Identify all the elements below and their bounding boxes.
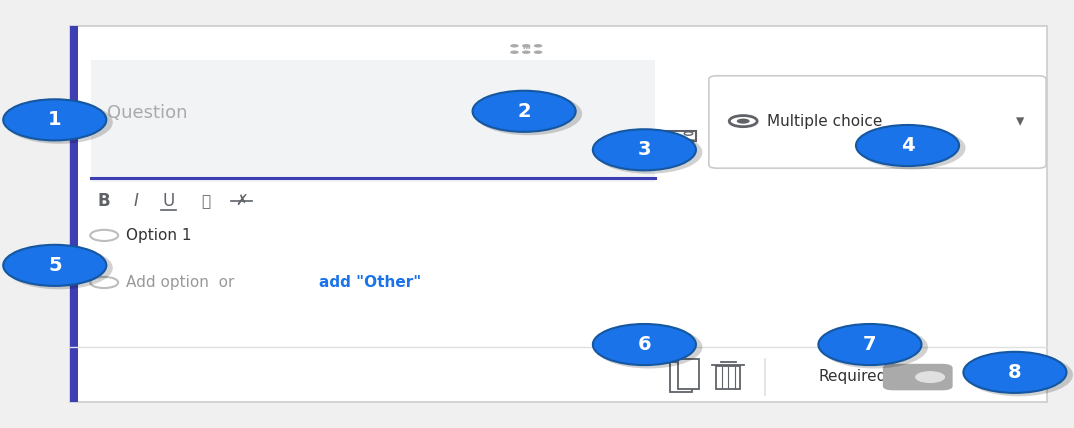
Text: ⛓: ⛓ xyxy=(202,193,211,209)
FancyBboxPatch shape xyxy=(883,364,953,390)
FancyBboxPatch shape xyxy=(670,362,692,392)
Circle shape xyxy=(90,277,118,288)
Text: U: U xyxy=(162,192,175,210)
Circle shape xyxy=(522,51,531,54)
Circle shape xyxy=(510,44,519,48)
Text: 5: 5 xyxy=(48,256,61,275)
FancyBboxPatch shape xyxy=(678,359,699,389)
Text: 3: 3 xyxy=(638,140,651,159)
Circle shape xyxy=(1005,375,1014,378)
Circle shape xyxy=(3,99,106,140)
Circle shape xyxy=(475,92,582,135)
Text: Option 1: Option 1 xyxy=(126,228,191,243)
Text: Multiple choice: Multiple choice xyxy=(767,113,882,129)
Circle shape xyxy=(595,131,702,174)
Text: ⋯: ⋯ xyxy=(523,41,529,54)
Circle shape xyxy=(856,125,959,166)
Circle shape xyxy=(510,51,519,54)
Circle shape xyxy=(858,127,966,169)
Text: Required: Required xyxy=(818,369,887,384)
Circle shape xyxy=(522,44,531,48)
Text: 2: 2 xyxy=(518,102,531,121)
Text: I: I xyxy=(134,192,139,210)
Text: B: B xyxy=(98,192,111,210)
Circle shape xyxy=(534,44,542,48)
Text: Question: Question xyxy=(107,104,188,122)
FancyBboxPatch shape xyxy=(709,76,1046,168)
Circle shape xyxy=(90,230,118,241)
Circle shape xyxy=(821,326,928,369)
FancyBboxPatch shape xyxy=(70,26,78,402)
Text: 1: 1 xyxy=(48,110,61,129)
FancyBboxPatch shape xyxy=(716,366,740,389)
FancyBboxPatch shape xyxy=(70,26,1047,402)
Text: ▾: ▾ xyxy=(1016,112,1025,130)
Text: 6: 6 xyxy=(638,335,651,354)
Circle shape xyxy=(5,247,113,289)
Circle shape xyxy=(593,324,696,365)
Circle shape xyxy=(737,119,750,124)
Circle shape xyxy=(473,91,576,132)
Circle shape xyxy=(818,324,921,365)
Circle shape xyxy=(729,116,757,127)
Circle shape xyxy=(1005,369,1014,372)
Text: Add option  or: Add option or xyxy=(126,275,244,290)
Circle shape xyxy=(593,129,696,170)
Circle shape xyxy=(595,326,702,369)
Circle shape xyxy=(5,101,113,144)
Circle shape xyxy=(963,352,1066,393)
Circle shape xyxy=(534,51,542,54)
Circle shape xyxy=(1005,381,1014,385)
Text: 4: 4 xyxy=(901,136,914,155)
Text: ✗: ✗ xyxy=(235,193,248,209)
Text: add "Other": add "Other" xyxy=(319,275,421,290)
Text: 7: 7 xyxy=(863,335,876,354)
Text: 8: 8 xyxy=(1008,363,1021,382)
FancyBboxPatch shape xyxy=(91,60,655,182)
Circle shape xyxy=(3,245,106,286)
Circle shape xyxy=(915,371,945,383)
Circle shape xyxy=(966,354,1073,396)
